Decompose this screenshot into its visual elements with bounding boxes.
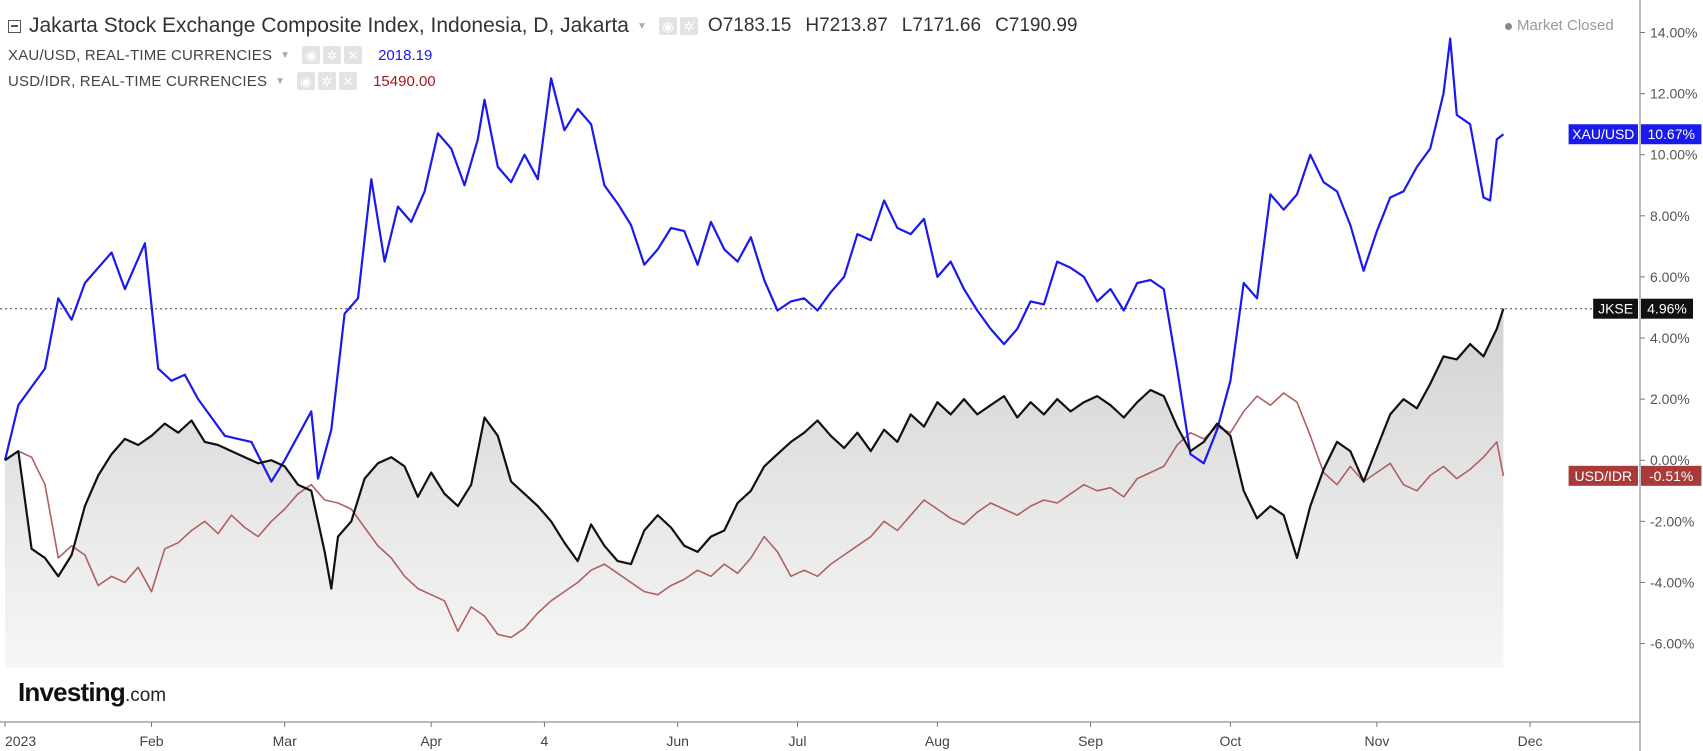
compare-row-xauusd: XAU/USD, REAL-TIME CURRENCIES ▼ ◉ ✲ ✕ 20… [8,46,432,64]
gear-icon[interactable]: ✲ [323,46,342,64]
series-badge-name: USD/IDR [1575,468,1633,484]
series-badge-name-bg [1568,124,1638,145]
close-icon[interactable]: ✕ [344,46,363,64]
eye-icon[interactable]: ◉ [297,72,316,90]
market-status: Market Closed [1505,17,1614,34]
x-tick-label: Mar [273,733,297,749]
x-tick-label: Apr [420,733,442,749]
chevron-down-icon[interactable]: ▼ [280,49,291,61]
series-line-xauusd [3,37,1505,483]
series-line-jkse [4,308,1505,590]
y-tick-label: 2.00% [1650,391,1690,407]
gear-icon[interactable]: ✲ [318,72,337,90]
x-tick-label: Oct [1220,733,1242,749]
x-tick-label: Aug [925,733,950,749]
y-tick-label: 8.00% [1650,208,1690,224]
series-badge-value: -0.51% [1649,468,1693,484]
ohlc-open: O7183.15 [707,15,792,36]
y-tick-label: 12.00% [1650,86,1697,102]
eye-icon[interactable]: ◉ [302,46,321,64]
x-tick-label: Dec [1518,733,1543,749]
y-tick-label: 4.00% [1650,330,1690,346]
eye-icon[interactable]: ◉ [658,17,677,35]
x-tick-label: 2023 [5,733,36,749]
y-tick-label: 14.00% [1650,24,1697,40]
series-badge-name: XAU/USD [1572,126,1634,142]
series-badge-name: JKSE [1598,301,1633,317]
compare-controls-usdidr: ◉ ✲ ✕ [297,72,358,90]
y-tick-label: 0.00% [1650,452,1690,468]
instrument-title: Jakarta Stock Exchange Composite Index, … [29,14,629,37]
series-badge-value-bg [1641,298,1693,319]
x-tick-label: Nov [1364,733,1389,749]
close-icon[interactable]: ✕ [339,72,358,90]
x-tick-label: Jul [789,733,807,749]
compare-value-usdidr: 15490.00 [373,72,436,90]
compare-name-xauusd: XAU/USD, REAL-TIME CURRENCIES [8,46,273,64]
ohlc-high: H7213.87 [805,15,888,36]
collapse-legend-icon[interactable] [8,19,21,33]
y-tick-label: -2.00% [1650,513,1694,529]
series-badge-value: 4.96% [1647,301,1687,317]
status-dot-icon [1505,22,1512,30]
chart-legend: Jakarta Stock Exchange Composite Index, … [0,0,1640,110]
compare-name-usdidr: USD/IDR, REAL-TIME CURRENCIES [8,72,268,90]
x-tick-label: Feb [139,733,163,749]
series-badge-name-bg [1593,298,1638,319]
y-tick-label: -4.00% [1650,574,1694,590]
compare-value-xauusd: 2018.19 [378,46,433,64]
chevron-down-icon[interactable]: ▼ [275,75,286,87]
compare-controls-xauusd: ◉ ✲ ✕ [302,46,363,64]
series-controls: ◉ ✲ [658,17,698,35]
series-badge-value: 10.67% [1647,126,1694,142]
y-tick-label: -6.00% [1650,636,1694,652]
series-line-usdidr [4,392,1505,639]
x-tick-label: Jun [666,733,689,749]
x-tick-label: Sep [1078,733,1103,749]
ohlc-close: C7190.99 [995,15,1078,36]
y-tick-label: 10.00% [1650,147,1697,163]
series-badge-name-bg [1568,465,1638,486]
gear-icon[interactable]: ✲ [679,17,698,35]
series-badge-value-bg [1641,124,1702,145]
y-tick-label: 6.00% [1650,269,1690,285]
brand-logo: Investing.com [18,677,167,707]
jkse-area-fill [5,308,1504,668]
main-series-header: Jakarta Stock Exchange Composite Index, … [8,14,1091,38]
ohlc-low: L7171.66 [901,15,982,36]
series-badge-value-bg [1641,465,1702,486]
compare-row-usdidr: USD/IDR, REAL-TIME CURRENCIES ▼ ◉ ✲ ✕ 15… [8,72,436,90]
chevron-down-icon[interactable]: ▼ [637,20,647,32]
x-tick-label: 4 [541,733,549,749]
